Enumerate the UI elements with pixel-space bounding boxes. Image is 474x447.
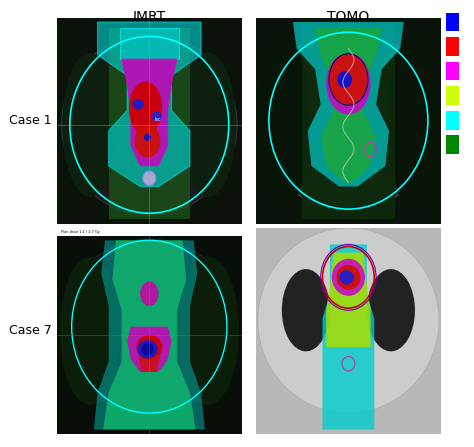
Ellipse shape — [282, 269, 330, 351]
Polygon shape — [98, 22, 201, 186]
Polygon shape — [302, 24, 394, 219]
Polygon shape — [326, 253, 371, 347]
Polygon shape — [103, 240, 195, 430]
Ellipse shape — [140, 282, 158, 306]
Ellipse shape — [62, 34, 237, 215]
Ellipse shape — [60, 257, 121, 405]
Ellipse shape — [62, 239, 237, 414]
Polygon shape — [94, 240, 205, 430]
Ellipse shape — [178, 257, 239, 405]
Ellipse shape — [258, 34, 310, 208]
Ellipse shape — [141, 343, 154, 355]
Circle shape — [337, 72, 352, 88]
Ellipse shape — [367, 269, 415, 351]
Text: Plan dose 1.1 / 2.7 Gy: Plan dose 1.1 / 2.7 Gy — [61, 230, 100, 234]
Text: Isc: Isc — [155, 117, 162, 122]
Ellipse shape — [135, 125, 160, 158]
Circle shape — [143, 171, 156, 186]
Text: Case 7: Case 7 — [9, 324, 52, 337]
Polygon shape — [121, 59, 177, 166]
Ellipse shape — [330, 55, 367, 104]
Text: Case 1: Case 1 — [9, 114, 52, 127]
Ellipse shape — [387, 34, 439, 208]
Text: IMRT: IMRT — [133, 10, 166, 24]
Polygon shape — [293, 22, 404, 186]
Ellipse shape — [137, 335, 162, 359]
FancyBboxPatch shape — [120, 28, 179, 59]
Ellipse shape — [144, 134, 151, 141]
Ellipse shape — [337, 265, 360, 290]
Ellipse shape — [181, 53, 236, 197]
Polygon shape — [315, 28, 382, 182]
Ellipse shape — [326, 53, 371, 114]
Polygon shape — [138, 355, 160, 372]
Ellipse shape — [137, 340, 158, 358]
Ellipse shape — [63, 53, 118, 197]
Polygon shape — [322, 245, 374, 430]
Ellipse shape — [129, 82, 162, 135]
Text: TOMO: TOMO — [327, 10, 370, 24]
Polygon shape — [127, 327, 172, 372]
Polygon shape — [57, 228, 242, 236]
Ellipse shape — [261, 30, 436, 211]
Ellipse shape — [258, 228, 439, 413]
Polygon shape — [109, 28, 190, 219]
Ellipse shape — [341, 283, 356, 296]
Ellipse shape — [133, 99, 144, 110]
Ellipse shape — [332, 259, 365, 296]
Polygon shape — [256, 228, 441, 434]
Ellipse shape — [339, 270, 354, 285]
Ellipse shape — [152, 111, 161, 122]
